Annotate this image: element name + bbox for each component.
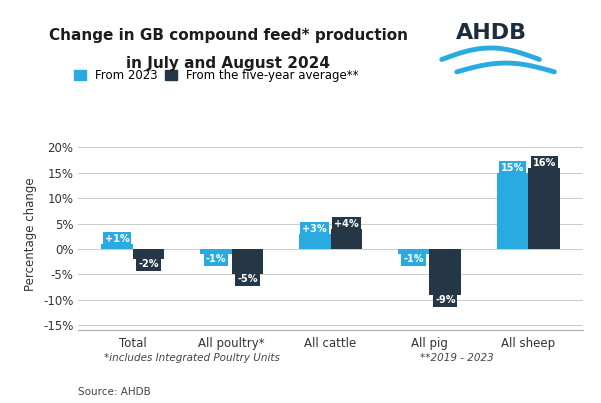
Bar bbox=[200, 249, 231, 254]
Bar bbox=[398, 249, 430, 254]
Text: +4%: +4% bbox=[334, 219, 359, 229]
Bar bbox=[133, 249, 165, 259]
Text: -5%: -5% bbox=[237, 274, 258, 285]
Bar bbox=[101, 244, 133, 249]
Bar bbox=[331, 229, 362, 249]
Text: *includes Integrated Poultry Units: *includes Integrated Poultry Units bbox=[105, 353, 280, 363]
Bar bbox=[299, 234, 331, 249]
Bar bbox=[231, 249, 263, 274]
Text: **2019 - 2023: **2019 - 2023 bbox=[420, 353, 493, 363]
Bar bbox=[430, 249, 461, 295]
Y-axis label: Percentage change: Percentage change bbox=[24, 177, 37, 291]
Text: 15%: 15% bbox=[501, 163, 524, 172]
Bar bbox=[528, 168, 560, 249]
Legend: From 2023, From the five-year average**: From 2023, From the five-year average** bbox=[74, 69, 359, 83]
Text: +3%: +3% bbox=[302, 224, 327, 234]
Text: -1%: -1% bbox=[206, 254, 226, 264]
Text: in July and August 2024: in July and August 2024 bbox=[126, 56, 331, 71]
Text: AHDB: AHDB bbox=[456, 23, 527, 43]
Text: 16%: 16% bbox=[532, 158, 556, 168]
Text: Change in GB compound feed* production: Change in GB compound feed* production bbox=[49, 28, 408, 43]
Text: -1%: -1% bbox=[403, 254, 424, 264]
Text: -2%: -2% bbox=[138, 259, 159, 269]
Bar bbox=[496, 172, 528, 249]
Text: Source: AHDB: Source: AHDB bbox=[78, 387, 151, 397]
Text: -9%: -9% bbox=[435, 295, 456, 305]
Text: +1%: +1% bbox=[105, 234, 129, 244]
